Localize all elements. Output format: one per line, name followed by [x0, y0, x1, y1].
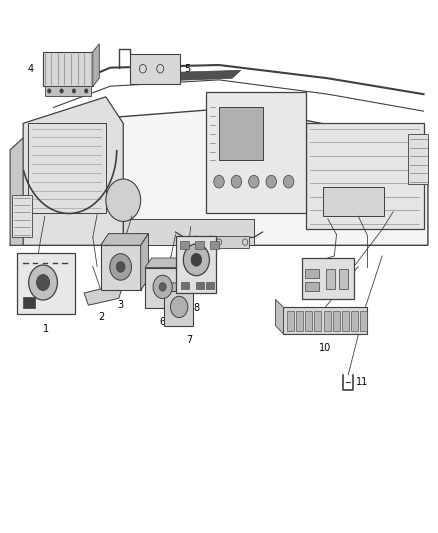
- Polygon shape: [164, 283, 199, 292]
- Bar: [296, 311, 303, 330]
- Polygon shape: [141, 233, 148, 290]
- Circle shape: [72, 89, 76, 93]
- Bar: [17, 253, 75, 314]
- Circle shape: [191, 253, 201, 266]
- Bar: [181, 282, 188, 289]
- Polygon shape: [123, 219, 254, 245]
- Bar: [210, 241, 219, 249]
- Text: 10: 10: [319, 343, 331, 353]
- Text: 6: 6: [159, 317, 165, 327]
- Bar: [130, 54, 180, 84]
- Text: 8: 8: [193, 303, 199, 312]
- Bar: [101, 245, 141, 290]
- Bar: [333, 311, 340, 330]
- Bar: [219, 108, 262, 160]
- Circle shape: [214, 175, 224, 188]
- Bar: [206, 92, 306, 214]
- Bar: [177, 236, 216, 293]
- Text: 3: 3: [117, 300, 124, 310]
- Bar: [23, 297, 35, 308]
- Polygon shape: [23, 97, 123, 245]
- Polygon shape: [145, 258, 185, 268]
- Bar: [360, 311, 367, 330]
- Text: -: -: [328, 275, 332, 281]
- Circle shape: [159, 282, 166, 291]
- Polygon shape: [101, 233, 148, 245]
- Bar: [323, 187, 385, 216]
- Bar: [305, 269, 319, 278]
- Bar: [305, 311, 312, 330]
- Circle shape: [85, 89, 88, 93]
- Bar: [408, 134, 428, 184]
- Polygon shape: [10, 118, 45, 245]
- Circle shape: [170, 296, 188, 318]
- Bar: [287, 311, 294, 330]
- Bar: [314, 311, 321, 330]
- Circle shape: [184, 244, 209, 276]
- Circle shape: [249, 175, 259, 188]
- Polygon shape: [84, 285, 121, 305]
- Polygon shape: [45, 86, 91, 96]
- Text: 9: 9: [325, 309, 331, 319]
- Bar: [180, 241, 188, 249]
- Bar: [283, 308, 367, 334]
- Bar: [43, 52, 93, 86]
- Circle shape: [47, 89, 51, 93]
- Circle shape: [110, 254, 131, 280]
- Bar: [302, 258, 354, 300]
- Bar: [324, 311, 331, 330]
- Circle shape: [36, 274, 49, 290]
- Polygon shape: [10, 108, 428, 245]
- Text: 11: 11: [356, 377, 368, 387]
- Bar: [184, 236, 250, 248]
- Circle shape: [60, 89, 64, 93]
- Bar: [339, 269, 348, 289]
- Polygon shape: [276, 300, 283, 334]
- Circle shape: [231, 175, 242, 188]
- Text: 1: 1: [43, 324, 49, 334]
- Circle shape: [283, 175, 294, 188]
- Bar: [28, 123, 106, 214]
- Text: 5: 5: [184, 64, 191, 74]
- Circle shape: [106, 179, 141, 221]
- Bar: [342, 311, 349, 330]
- Circle shape: [153, 275, 172, 298]
- Bar: [164, 292, 193, 326]
- Bar: [12, 195, 32, 237]
- Circle shape: [29, 265, 57, 300]
- Bar: [325, 269, 335, 289]
- Polygon shape: [154, 70, 241, 81]
- Text: +: +: [340, 275, 346, 281]
- Polygon shape: [93, 44, 99, 86]
- Bar: [195, 241, 204, 249]
- Circle shape: [266, 175, 276, 188]
- Bar: [196, 282, 204, 289]
- Bar: [145, 268, 179, 308]
- Circle shape: [116, 262, 125, 272]
- Text: 4: 4: [28, 64, 34, 74]
- Bar: [351, 311, 358, 330]
- Text: 2: 2: [99, 312, 105, 322]
- Text: 7: 7: [186, 335, 193, 345]
- Polygon shape: [117, 279, 125, 291]
- Bar: [305, 282, 319, 292]
- Bar: [306, 123, 424, 229]
- Bar: [206, 282, 214, 289]
